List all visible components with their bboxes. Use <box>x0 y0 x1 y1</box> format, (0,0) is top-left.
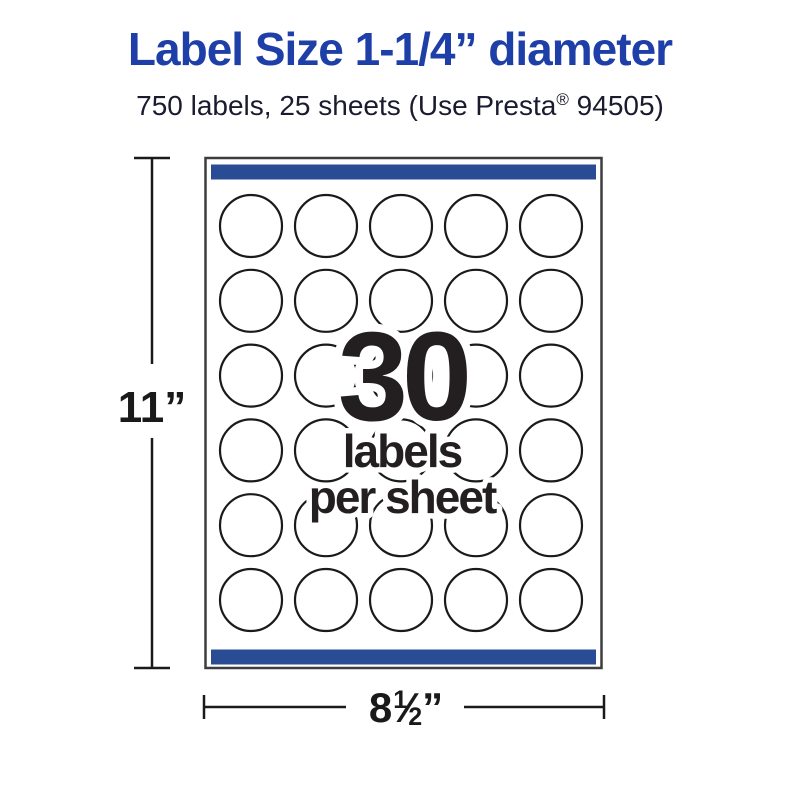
labels-caption-line2: per sheet <box>309 471 497 523</box>
width-dimension-line <box>202 695 606 719</box>
width-dimension-label: 81⁄2” <box>369 684 443 732</box>
label-circle <box>218 418 284 483</box>
sheet-outline <box>204 156 603 670</box>
label-circle <box>443 418 509 483</box>
height-dimension-line <box>134 156 170 670</box>
label-circle <box>368 193 434 259</box>
label-circle <box>293 343 359 408</box>
label-circle <box>518 493 584 558</box>
label-circle <box>218 343 284 408</box>
registered-trademark-symbol: ® <box>556 90 569 109</box>
width-inch-mark: ” <box>422 684 444 731</box>
label-circle <box>368 418 434 483</box>
label-circle <box>518 567 584 633</box>
label-circle <box>293 493 359 558</box>
label-circle <box>443 193 509 259</box>
label-circle <box>218 193 284 259</box>
subtitle-text: 750 labels, 25 sheets (Use Presta <box>136 90 557 121</box>
label-circle <box>218 567 284 633</box>
label-circle <box>443 493 509 558</box>
label-circle <box>443 268 509 333</box>
label-circle <box>443 343 509 408</box>
label-circle <box>368 567 434 633</box>
label-circle <box>293 567 359 633</box>
subtitle-product-number: 94505) <box>568 90 664 121</box>
sheet-bottom-bar <box>211 649 596 665</box>
label-circle <box>368 493 434 558</box>
label-circle <box>218 493 284 558</box>
labels-caption-line1: labels <box>343 425 462 477</box>
width-fraction-slash: ⁄ <box>404 684 412 731</box>
width-whole-number: 8 <box>368 684 393 731</box>
label-circle <box>518 268 584 333</box>
label-circle <box>368 268 434 333</box>
label-circle <box>518 193 584 259</box>
label-circle <box>518 418 584 483</box>
sheet-top-bar <box>211 164 596 180</box>
page-title: Label Size 1-1/4” diameter <box>127 23 673 75</box>
label-circle <box>518 343 584 408</box>
label-circle <box>293 193 359 259</box>
labels-count-text: 30 <box>338 306 467 447</box>
label-circles <box>218 193 584 633</box>
label-circle <box>443 567 509 633</box>
product-subtitle: 750 labels, 25 sheets (Use Presta® 94505… <box>0 90 800 122</box>
label-circle <box>293 268 359 333</box>
label-circle <box>368 343 434 408</box>
width-fraction-numerator: 1 <box>393 686 408 714</box>
width-fraction-denominator: 2 <box>408 703 423 731</box>
label-circle <box>293 418 359 483</box>
height-dimension-label: 11” <box>117 383 187 432</box>
label-circle <box>218 268 284 333</box>
